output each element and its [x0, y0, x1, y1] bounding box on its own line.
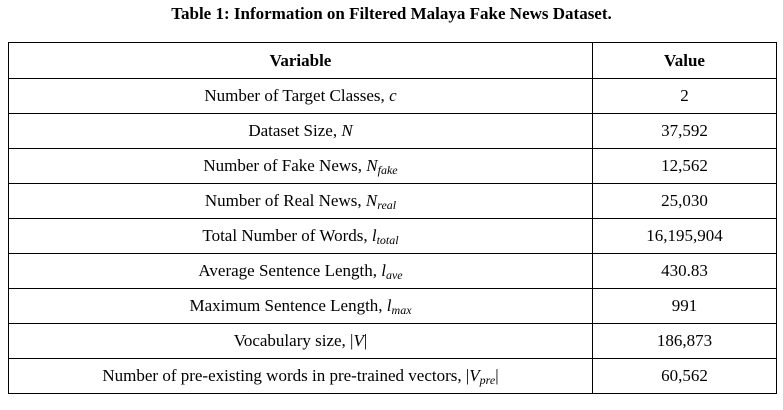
table-row: Average Sentence Length, lave 430.83 [8, 253, 777, 289]
table-row: Number of Real News, Nreal 25,030 [8, 183, 777, 219]
variable-subscript: max [391, 303, 412, 317]
variable-label: Average Sentence Length, [198, 261, 382, 280]
table-row: Maximum Sentence Length, lmax 991 [8, 288, 777, 324]
variable-label: Number of Real News, [204, 191, 366, 210]
variable-label: Number of pre-existing words in pre-trai… [102, 366, 470, 385]
value-cell: 25,030 [592, 183, 777, 219]
variable-cell: Number of Target Classes, c [8, 78, 593, 114]
variable-symbol: V [469, 366, 480, 385]
table-caption: Table 1: Information on Filtered Malaya … [171, 4, 612, 23]
variable-cell: Number of Fake News, Nfake [8, 148, 593, 184]
dataset-info-table: Variable Value Number of Target Classes,… [8, 42, 777, 394]
variable-symbol: l [381, 261, 386, 280]
variable-label: Vocabulary size, | [233, 331, 354, 350]
variable-subscript: real [377, 198, 397, 212]
table-row: Dataset Size, N 37,592 [8, 113, 777, 149]
value-cell: 991 [592, 288, 777, 324]
value-cell: 430.83 [592, 253, 777, 289]
value-cell: 16,195,904 [592, 218, 777, 254]
variable-cell: Maximum Sentence Length, lmax [8, 288, 593, 324]
variable-cell: Average Sentence Length, lave [8, 253, 593, 289]
variable-symbol: l [386, 296, 392, 315]
variable-subscript: ave [385, 268, 403, 282]
variable-cell: Dataset Size, N [8, 113, 593, 149]
variable-symbol: N [366, 156, 378, 175]
variable-symbol: l [371, 226, 377, 245]
variable-cell: Number of Real News, Nreal [8, 183, 593, 219]
variable-suffix: | [495, 366, 499, 385]
variable-cell: Number of pre-existing words in pre-trai… [8, 358, 593, 394]
variable-symbol: V [353, 331, 364, 350]
variable-cell: Vocabulary size, |V| [8, 323, 593, 359]
header-value: Value [592, 42, 777, 79]
table-row: Number of Target Classes, c 2 [8, 78, 777, 114]
variable-label: Maximum Sentence Length, [189, 296, 387, 315]
variable-subscript: fake [377, 163, 398, 177]
variable-subscript: pre [479, 373, 496, 387]
variable-label: Dataset Size, [248, 121, 342, 140]
table-row: Number of pre-existing words in pre-trai… [8, 358, 777, 394]
table-row: Total Number of Words, ltotal 16,195,904 [8, 218, 777, 254]
value-cell: 2 [592, 78, 777, 114]
variable-label: Number of Target Classes, [204, 86, 390, 105]
variable-label: Number of Fake News, [203, 156, 367, 175]
variable-subscript: total [376, 233, 399, 247]
variable-label: Total Number of Words, [202, 226, 372, 245]
value-cell: 186,873 [592, 323, 777, 359]
variable-symbol: N [341, 121, 353, 140]
table-row: Number of Fake News, Nfake 12,562 [8, 148, 777, 184]
table-row: Vocabulary size, |V| 186,873 [8, 323, 777, 359]
variable-suffix: | [363, 331, 368, 350]
variable-cell: Total Number of Words, ltotal [8, 218, 593, 254]
variable-symbol: N [365, 191, 378, 210]
header-variable: Variable [8, 42, 593, 79]
value-cell: 12,562 [592, 148, 777, 184]
value-cell: 37,592 [592, 113, 777, 149]
value-cell: 60,562 [592, 358, 777, 394]
variable-symbol: c [389, 86, 397, 105]
table-header-row: Variable Value [8, 42, 777, 79]
